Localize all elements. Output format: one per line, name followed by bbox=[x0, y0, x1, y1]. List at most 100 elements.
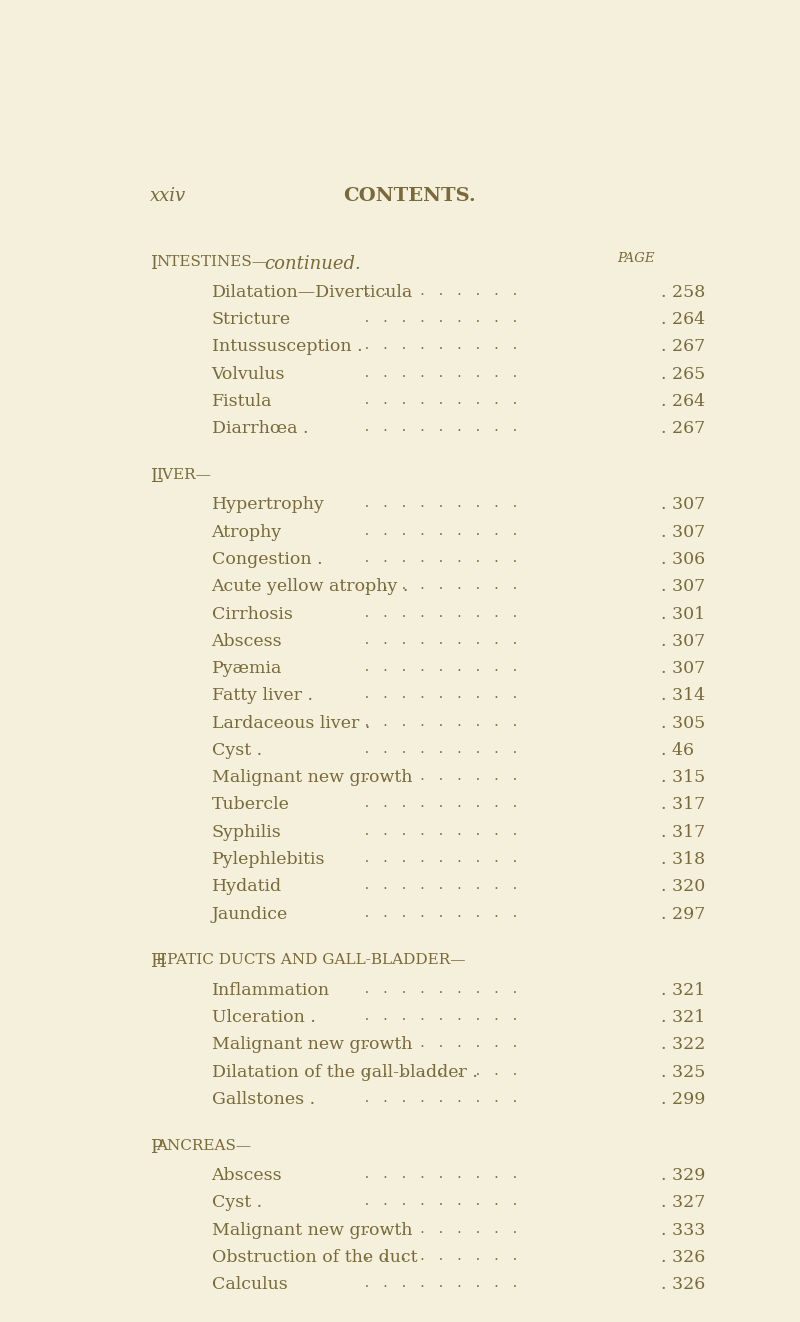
Text: Ulceration .: Ulceration . bbox=[211, 1009, 315, 1026]
Text: Intussusception .: Intussusception . bbox=[211, 338, 362, 356]
Text: continued.: continued. bbox=[264, 255, 361, 274]
Text: Malignant new growth: Malignant new growth bbox=[211, 1222, 412, 1239]
Text: .   .   .   .   .   .   .   .   .: . . . . . . . . . bbox=[360, 1167, 518, 1181]
Text: Pyæmia: Pyæmia bbox=[211, 660, 282, 677]
Text: Dilatation of the gall-bladder .: Dilatation of the gall-bladder . bbox=[211, 1064, 478, 1080]
Text: . 258: . 258 bbox=[661, 284, 706, 301]
Text: P: P bbox=[150, 1138, 162, 1157]
Text: . 318: . 318 bbox=[661, 851, 706, 869]
Text: .   .   .   .   .   .   .   .   .: . . . . . . . . . bbox=[360, 1222, 518, 1236]
Text: . 326: . 326 bbox=[661, 1249, 706, 1266]
Text: . 321: . 321 bbox=[661, 982, 706, 998]
Text: .   .   .   .   .   .   .   .   .: . . . . . . . . . bbox=[360, 906, 518, 920]
Text: ANCREAS—: ANCREAS— bbox=[157, 1138, 251, 1153]
Text: Diarrhœa .: Diarrhœa . bbox=[211, 420, 308, 438]
Text: Fistula: Fistula bbox=[211, 393, 272, 410]
Text: Tubercle: Tubercle bbox=[211, 796, 290, 813]
Text: Jaundice: Jaundice bbox=[211, 906, 288, 923]
Text: . 265: . 265 bbox=[661, 366, 706, 382]
Text: .   .   .   .   .   .   .   .   .: . . . . . . . . . bbox=[360, 982, 518, 995]
Text: .   .   .   .   .   .   .   .   .: . . . . . . . . . bbox=[360, 687, 518, 702]
Text: NTESTINES—: NTESTINES— bbox=[157, 255, 267, 270]
Text: .   .   .   .   .   .   .   .   .: . . . . . . . . . bbox=[360, 633, 518, 646]
Text: . 46: . 46 bbox=[661, 742, 694, 759]
Text: Calculus: Calculus bbox=[211, 1276, 287, 1293]
Text: Cirrhosis: Cirrhosis bbox=[211, 605, 293, 623]
Text: .   .   .   .   .   .   .   .   .: . . . . . . . . . bbox=[360, 742, 518, 756]
Text: Hypertrophy: Hypertrophy bbox=[211, 496, 325, 513]
Text: . 299: . 299 bbox=[661, 1091, 706, 1108]
Text: .   .   .   .   .   .   .   .   .: . . . . . . . . . bbox=[360, 796, 518, 810]
Text: .   .   .   .   .   .   .   .   .: . . . . . . . . . bbox=[360, 851, 518, 865]
Text: . 305: . 305 bbox=[661, 715, 706, 731]
Text: . 317: . 317 bbox=[661, 824, 706, 841]
Text: . 333: . 333 bbox=[661, 1222, 706, 1239]
Text: .   .   .   .   .   .   .   .   .: . . . . . . . . . bbox=[360, 524, 518, 538]
Text: . 264: . 264 bbox=[661, 393, 706, 410]
Text: . 326: . 326 bbox=[661, 1276, 706, 1293]
Text: . 329: . 329 bbox=[661, 1167, 706, 1185]
Text: . 264: . 264 bbox=[661, 311, 706, 328]
Text: Gallstones .: Gallstones . bbox=[211, 1091, 314, 1108]
Text: .   .   .   .   .   .   .   .   .: . . . . . . . . . bbox=[360, 1064, 518, 1077]
Text: . 301: . 301 bbox=[661, 605, 706, 623]
Text: .   .   .   .   .   .   .   .   .: . . . . . . . . . bbox=[360, 366, 518, 379]
Text: . 297: . 297 bbox=[661, 906, 706, 923]
Text: .   .   .   .   .   .   .   .   .: . . . . . . . . . bbox=[360, 1091, 518, 1105]
Text: . 307: . 307 bbox=[661, 496, 706, 513]
Text: Obstruction of the duct: Obstruction of the duct bbox=[211, 1249, 417, 1266]
Text: Syphilis: Syphilis bbox=[211, 824, 282, 841]
Text: Stricture: Stricture bbox=[211, 311, 290, 328]
Text: L: L bbox=[150, 468, 162, 486]
Text: . 322: . 322 bbox=[661, 1036, 706, 1054]
Text: IVER—: IVER— bbox=[157, 468, 211, 483]
Text: xxiv: xxiv bbox=[150, 188, 186, 205]
Text: Pylephlebitis: Pylephlebitis bbox=[211, 851, 325, 869]
Text: . 325: . 325 bbox=[661, 1064, 706, 1080]
Text: . 307: . 307 bbox=[661, 524, 706, 541]
Text: . 267: . 267 bbox=[661, 420, 706, 438]
Text: . 321: . 321 bbox=[661, 1009, 706, 1026]
Text: .   .   .   .   .   .   .   .   .: . . . . . . . . . bbox=[360, 1036, 518, 1050]
Text: Hydatid: Hydatid bbox=[211, 878, 282, 895]
Text: .   .   .   .   .   .   .   .   .: . . . . . . . . . bbox=[360, 660, 518, 674]
Text: Lardaceous liver .: Lardaceous liver . bbox=[211, 715, 370, 731]
Text: Fatty liver .: Fatty liver . bbox=[211, 687, 313, 705]
Text: .   .   .   .   .   .   .   .   .: . . . . . . . . . bbox=[360, 824, 518, 838]
Text: .   .   .   .   .   .   .   .   .: . . . . . . . . . bbox=[360, 605, 518, 620]
Text: H: H bbox=[150, 953, 166, 972]
Text: .   .   .   .   .   .   .   .   .: . . . . . . . . . bbox=[360, 311, 518, 325]
Text: .   .   .   .   .   .   .   .   .: . . . . . . . . . bbox=[360, 578, 518, 592]
Text: EPATIC DUCTS AND GALL-BLADDER—: EPATIC DUCTS AND GALL-BLADDER— bbox=[157, 953, 466, 968]
Text: Abscess: Abscess bbox=[211, 1167, 282, 1185]
Text: .   .   .   .   .   .   .   .   .: . . . . . . . . . bbox=[360, 496, 518, 510]
Text: .   .   .   .   .   .   .   .   .: . . . . . . . . . bbox=[360, 1276, 518, 1290]
Text: Inflammation: Inflammation bbox=[211, 982, 330, 998]
Text: .   .   .   .   .   .   .   .   .: . . . . . . . . . bbox=[360, 284, 518, 297]
Text: . 327: . 327 bbox=[661, 1194, 706, 1211]
Text: Volvulus: Volvulus bbox=[211, 366, 285, 382]
Text: . 267: . 267 bbox=[661, 338, 706, 356]
Text: . 307: . 307 bbox=[661, 578, 706, 595]
Text: I: I bbox=[150, 255, 157, 274]
Text: Congestion .: Congestion . bbox=[211, 551, 322, 568]
Text: .   .   .   .   .   .   .   .   .: . . . . . . . . . bbox=[360, 393, 518, 407]
Text: . 320: . 320 bbox=[661, 878, 706, 895]
Text: . 307: . 307 bbox=[661, 633, 706, 650]
Text: Malignant new growth: Malignant new growth bbox=[211, 769, 412, 787]
Text: .   .   .   .   .   .   .   .   .: . . . . . . . . . bbox=[360, 1249, 518, 1263]
Text: . 317: . 317 bbox=[661, 796, 706, 813]
Text: PAGE: PAGE bbox=[618, 253, 655, 266]
Text: .   .   .   .   .   .   .   .   .: . . . . . . . . . bbox=[360, 551, 518, 564]
Text: Malignant new growth: Malignant new growth bbox=[211, 1036, 412, 1054]
Text: . 306: . 306 bbox=[661, 551, 706, 568]
Text: .   .   .   .   .   .   .   .   .: . . . . . . . . . bbox=[360, 769, 518, 783]
Text: Dilatation—Diverticula: Dilatation—Diverticula bbox=[211, 284, 413, 301]
Text: . 315: . 315 bbox=[661, 769, 706, 787]
Text: Abscess: Abscess bbox=[211, 633, 282, 650]
Text: Cyst .: Cyst . bbox=[211, 742, 262, 759]
Text: .   .   .   .   .   .   .   .   .: . . . . . . . . . bbox=[360, 420, 518, 434]
Text: .   .   .   .   .   .   .   .   .: . . . . . . . . . bbox=[360, 1194, 518, 1208]
Text: CONTENTS.: CONTENTS. bbox=[344, 188, 476, 205]
Text: Atrophy: Atrophy bbox=[211, 524, 282, 541]
